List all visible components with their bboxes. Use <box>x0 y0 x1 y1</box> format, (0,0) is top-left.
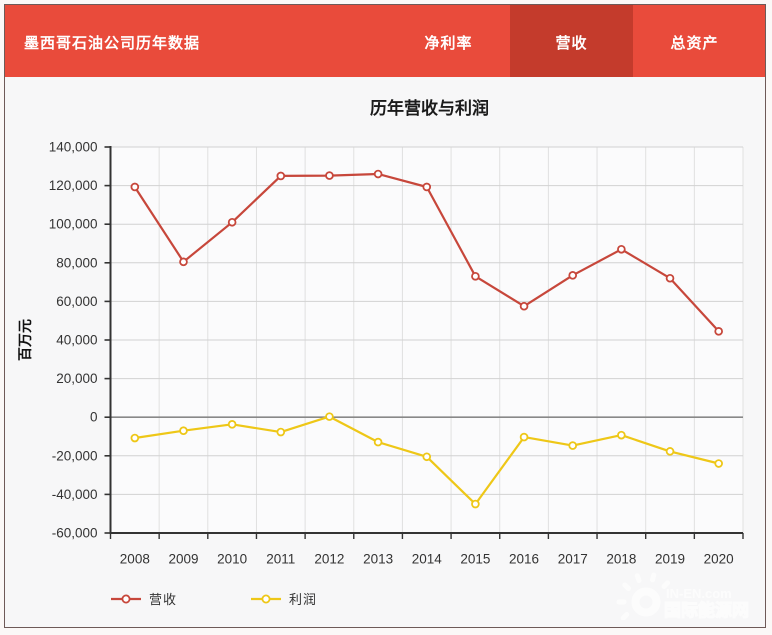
series-marker-0 <box>714 327 723 336</box>
series-marker-0 <box>665 273 675 283</box>
series-marker-0 <box>471 272 480 281</box>
x-tick-label: 2011 <box>266 552 295 567</box>
series-marker-0 <box>568 271 578 280</box>
y-tick-label: 40,000 <box>56 333 97 348</box>
x-tick-label: 2013 <box>363 552 393 567</box>
series-marker-1 <box>179 426 188 436</box>
series-marker-0 <box>276 171 286 181</box>
header-title: 墨西哥石油公司历年数据 <box>24 35 201 52</box>
series-marker-1 <box>276 427 286 437</box>
tab-net-margin[interactable]: 净利率 <box>424 35 473 52</box>
line-chart: 140,000 120,000 100,000 80,000 60,000 40,000 2… <box>17 140 744 567</box>
series-marker-1 <box>714 459 723 468</box>
y-tick-label: 80,000 <box>56 255 97 270</box>
header-bar: 墨西哥石油公司历年数据 净利率 营收 总资产 <box>5 5 765 77</box>
series-marker-1 <box>471 499 480 509</box>
x-tick-label: 2009 <box>168 552 198 567</box>
y-tick-label: -40,000 <box>52 487 98 502</box>
x-tick-label: 2014 <box>412 552 443 567</box>
legend-label-revenue: 营收 <box>149 592 178 607</box>
series-marker-0 <box>227 217 237 227</box>
series-marker-0 <box>422 182 432 192</box>
series-marker-1 <box>373 437 383 447</box>
x-tick-label: 2015 <box>460 552 490 567</box>
tab-revenue[interactable]: 营收 <box>510 5 633 77</box>
x-tick-label: 2020 <box>704 552 734 567</box>
y-tick-label: 20,000 <box>56 371 97 386</box>
x-tick-label: 2018 <box>606 552 636 567</box>
legend: 营收 利润 <box>5 589 765 615</box>
series-marker-1 <box>519 432 529 442</box>
series-marker-1 <box>130 433 140 443</box>
series-marker-1 <box>325 412 334 421</box>
y-tick-label: 140,000 <box>49 140 98 155</box>
y-tick-label: -20,000 <box>52 448 98 463</box>
chart-title: 历年营收与利润 <box>370 99 489 118</box>
series-marker-0 <box>373 169 383 179</box>
x-tick-label: 2012 <box>314 552 344 567</box>
content-card: 墨西哥石油公司历年数据 净利率 营收 总资产 历年营收与利润 140,000 12… <box>4 4 766 628</box>
legend-label-profit: 利润 <box>289 592 318 607</box>
y-tick-label: 100,000 <box>49 217 98 232</box>
legend-item-revenue[interactable]: 营收 <box>111 589 177 608</box>
x-tick-label: 2019 <box>655 552 685 567</box>
y-tick-label: 60,000 <box>56 294 97 309</box>
series-marker-0 <box>617 244 626 254</box>
series-marker-1 <box>568 441 578 450</box>
series-marker-1 <box>665 447 675 456</box>
legend-marker-profit-icon <box>251 594 281 603</box>
y-tick-label: 120,000 <box>49 178 98 193</box>
x-tick-label: 2017 <box>558 552 588 567</box>
series-marker-0 <box>179 257 188 267</box>
series-marker-1 <box>422 452 432 462</box>
legend-item-profit[interactable]: 利润 <box>251 589 317 608</box>
series-marker-0 <box>325 171 334 180</box>
series-marker-0 <box>519 301 529 311</box>
series-marker-1 <box>227 420 237 429</box>
y-tick-label: -60,000 <box>52 526 98 541</box>
tab-total-assets[interactable]: 总资产 <box>670 35 719 52</box>
tab-bar: 净利率 营收 总资产 <box>387 5 756 77</box>
y-tick-label: 0 <box>90 410 98 425</box>
y-axis-title: 百万元 <box>17 319 33 361</box>
legend-marker-revenue-icon <box>111 594 141 603</box>
x-tick-label: 2016 <box>509 552 539 567</box>
series-marker-0 <box>130 182 140 192</box>
x-tick-label: 2008 <box>120 552 150 567</box>
series-marker-1 <box>617 430 626 440</box>
x-tick-label: 2010 <box>217 552 247 567</box>
